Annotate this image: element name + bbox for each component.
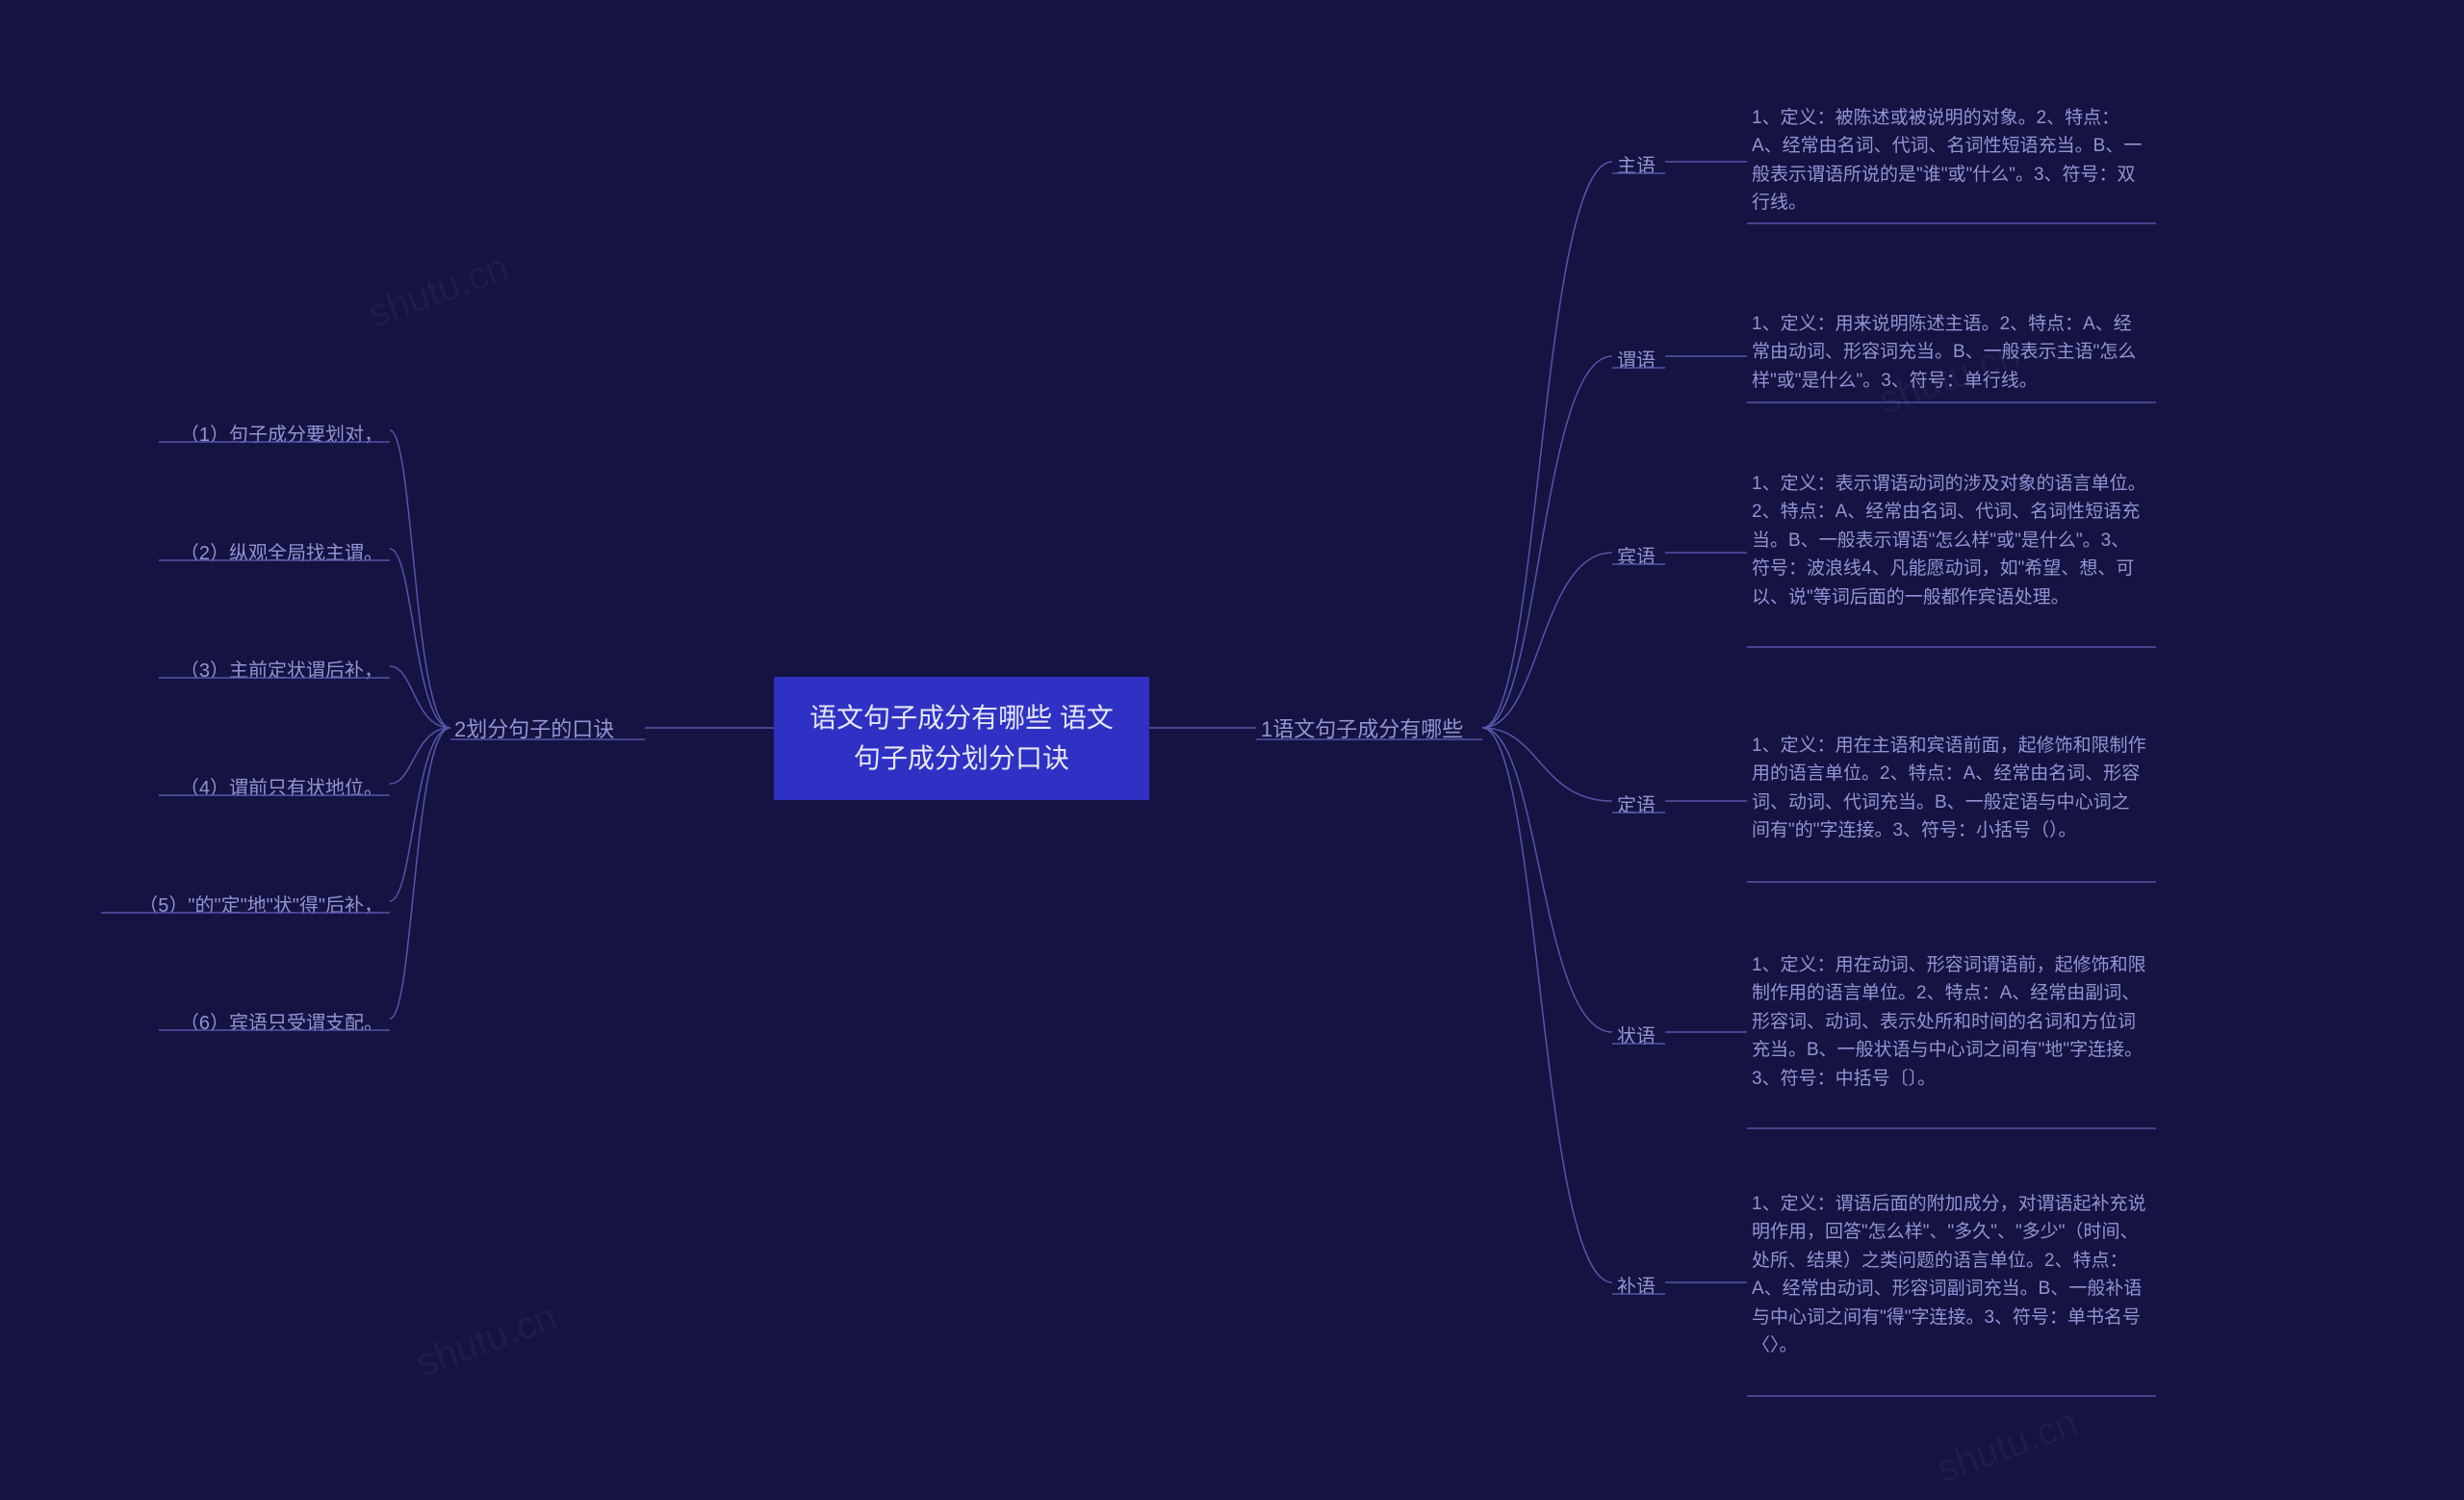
- left-leaf-2: （2）纵观全局找主谓。: [133, 537, 383, 565]
- watermark: shutu.cn: [411, 1295, 562, 1385]
- watermark: shutu.cn: [363, 246, 514, 336]
- root-node: 语文句子成分有哪些 语文 句子成分划分口诀: [774, 677, 1149, 800]
- watermark: shutu.cn: [1932, 1401, 2083, 1491]
- branch-left-label: 2划分句子的口诀: [454, 712, 614, 743]
- sublabel-zhuangyu: 状语: [1617, 1021, 1656, 1048]
- branch-right-label: 1语文句子成分有哪些: [1261, 712, 1463, 743]
- left-leaf-3: （3）主前定状谓后补，: [133, 655, 383, 683]
- leaf-zhuyu: 1、定义：被陈述或被说明的对象。2、特点：A、经常由名词、代词、名词性短语充当。…: [1752, 104, 2146, 218]
- sublabel-binyu: 宾语: [1617, 541, 1656, 569]
- leaf-weiyu: 1、定义：用来说明陈述主语。2、特点：A、经常由动词、形容词充当。B、一般表示主…: [1752, 310, 2146, 395]
- left-leaf-1: （1）句子成分要划对，: [133, 419, 383, 447]
- sublabel-buyu: 补语: [1617, 1271, 1656, 1299]
- leaf-zhuangyu: 1、定义：用在动词、形容词谓语前，起修饰和限制作用的语言单位。2、特点：A、经常…: [1752, 951, 2146, 1093]
- left-leaf-4: （4）谓前只有状地位。: [133, 772, 383, 800]
- sublabel-zhuyu: 主语: [1617, 150, 1656, 178]
- left-leaf-5: （5）"的"定"地"状"得"后补，: [96, 890, 383, 918]
- sublabel-weiyu: 谓语: [1617, 345, 1656, 373]
- leaf-buyu: 1、定义：谓语后面的附加成分，对谓语起补充说明作用，回答"怎么样"、"多久"、"…: [1752, 1190, 2146, 1360]
- sublabel-dingyu: 定语: [1617, 789, 1656, 817]
- root-line1: 语文句子成分有哪些 语文: [809, 703, 1114, 733]
- root-line2: 句子成分划分口诀: [854, 743, 1069, 773]
- leaf-dingyu: 1、定义：用在主语和宾语前面，起修饰和限制作用的语言单位。2、特点：A、经常由名…: [1752, 732, 2146, 845]
- left-leaf-6: （6）宾语只受谓支配。: [133, 1007, 383, 1035]
- leaf-binyu: 1、定义：表示谓语动词的涉及对象的语言单位。2、特点：A、经常由名词、代词、名词…: [1752, 470, 2146, 611]
